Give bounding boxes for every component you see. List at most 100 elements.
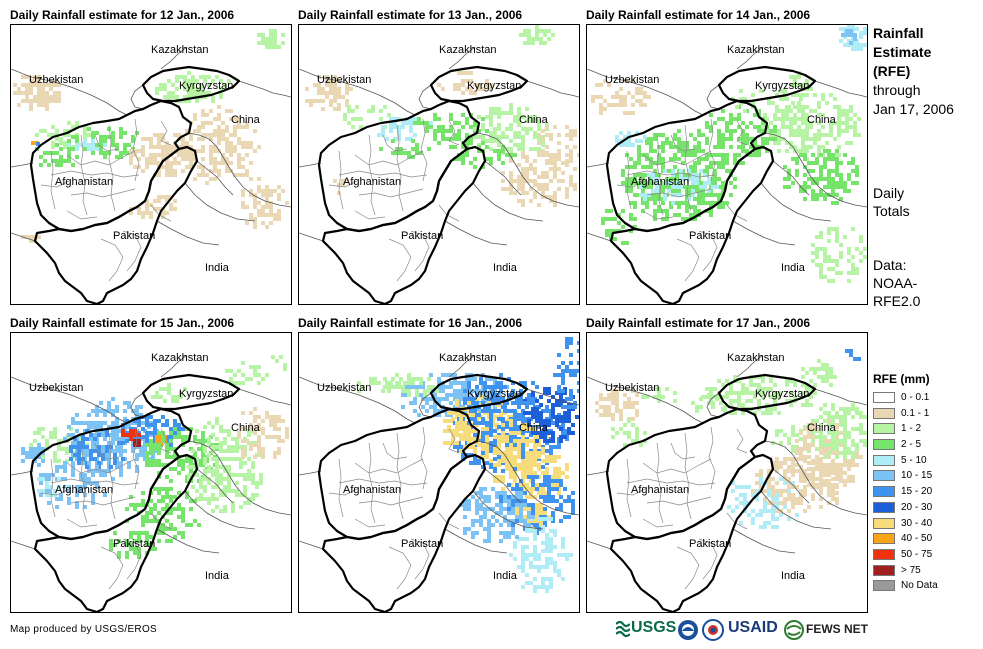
panel-title: Daily Rainfall estimate for 15 Jan., 200…: [10, 316, 235, 330]
legend-item: 0 - 0.1: [873, 390, 973, 406]
map-label-uzbekistan: Uzbekistan: [605, 382, 659, 394]
rainfall-map-svg: Kazakhstan Uzbekistan Kyrgyzstan China Afgha…: [11, 29, 291, 304]
nws-seal-icon: [702, 619, 724, 641]
legend-label: 20 - 30: [901, 501, 933, 513]
rainfall-field: [595, 349, 867, 529]
globe-icon: [784, 620, 804, 640]
legend-label: 2 - 5: [901, 439, 922, 451]
map-label-kazakhstan: Kazakhstan: [151, 44, 208, 56]
map-label-afghanistan: Afghanistan: [55, 484, 113, 496]
map-label-kyrgyzstan: Kyrgyzstan: [179, 80, 233, 92]
map-label-india: India: [493, 570, 518, 582]
focus-country-outlines: [605, 65, 817, 304]
usaid-logo: USAID: [728, 617, 790, 643]
map-label-uzbekistan: Uzbekistan: [29, 74, 83, 86]
map-label-pakistan: Pakistan: [113, 538, 155, 550]
legend: RFE (mm) 0 - 0.1 0.1 - 1 1 - 2 2 - 5 5 - 10 1…: [873, 372, 973, 594]
legend-item: 5 - 10: [873, 453, 973, 469]
data-line: RFE2.0: [873, 293, 921, 309]
map-label-kazakhstan: Kazakhstan: [151, 352, 208, 364]
map-label-afghanistan: Afghanistan: [343, 176, 401, 188]
data-line: NOAA-: [873, 275, 918, 291]
rainfall-map: Kazakhstan Uzbekistan Kyrgyzstan China Afgha…: [298, 24, 580, 305]
focus-country-outlines: [317, 65, 529, 304]
focus-country-outlines: [605, 373, 817, 612]
map-label-afghanistan: Afghanistan: [55, 176, 113, 188]
legend-label: 0 - 0.1: [901, 392, 930, 403]
map-label-china: China: [519, 422, 549, 434]
map-label-china: China: [807, 114, 837, 126]
legend-item: 10 - 15: [873, 468, 973, 484]
rainfall-map-svg: Kazakhstan Uzbekistan Kyrgyzstan China Afgha…: [587, 25, 867, 304]
usgs-wave-icon: [616, 620, 630, 638]
legend-swatch: [873, 392, 895, 403]
legend-swatch: [873, 548, 895, 560]
totals-line: Totals: [873, 203, 910, 219]
legend-swatch: [873, 564, 895, 576]
map-label-kyrgyzstan: Kyrgyzstan: [755, 80, 809, 92]
map-label-pakistan: Pakistan: [689, 538, 731, 550]
nws-logo: [702, 617, 724, 643]
map-label-kazakhstan: Kazakhstan: [727, 352, 784, 364]
title-line: (RFE): [873, 63, 911, 79]
rainfall-map: Kazakhstan Uzbekistan Kyrgyzstan China Afgha…: [586, 24, 868, 305]
map-label-afghanistan: Afghanistan: [343, 484, 401, 496]
legend-label: 1 - 2: [901, 423, 922, 435]
legend-swatch: [873, 407, 895, 419]
legend-label: No Data: [901, 580, 938, 592]
legend-swatch: [873, 454, 895, 466]
legend-label: 40 - 50: [901, 533, 933, 545]
country-boundaries: [299, 354, 579, 554]
map-label-pakistan: Pakistan: [113, 230, 155, 242]
rainfall-field: [305, 25, 579, 207]
province-boundaries: [40, 426, 172, 590]
panel-title: Daily Rainfall estimate for 12 Jan., 200…: [10, 8, 235, 22]
legend-title: RFE (mm): [873, 372, 930, 386]
data-source-note: Data: NOAA- RFE2.0: [873, 256, 920, 310]
focus-country-outlines: [29, 65, 241, 304]
legend-item: 0.1 - 1: [873, 406, 973, 422]
map-label-kazakhstan: Kazakhstan: [727, 44, 784, 56]
map-label-china: China: [231, 114, 261, 126]
totals-note: Daily Totals: [873, 184, 910, 220]
map-label-uzbekistan: Uzbekistan: [605, 74, 659, 86]
map-label-kyrgyzstan: Kyrgyzstan: [755, 388, 809, 400]
legend-item: No Data: [873, 578, 973, 594]
map-label-kazakhstan: Kazakhstan: [439, 44, 496, 56]
legend-item: 20 - 30: [873, 500, 973, 516]
legend-swatch: [873, 423, 895, 435]
map-label-pakistan: Pakistan: [401, 538, 443, 550]
rainfall-map: Kazakhstan Uzbekistan Kyrgyzstan China Afgha…: [10, 24, 292, 305]
panel-title: Daily Rainfall estimate for 16 Jan., 200…: [298, 316, 523, 330]
map-credit: Map produced by USGS/EROS: [10, 624, 158, 635]
panel-title: Daily Rainfall estimate for 13 Jan., 200…: [298, 8, 523, 22]
map-label-china: China: [807, 422, 837, 434]
fews-net-logo: FEWS NET: [784, 617, 874, 643]
map-label-india: India: [493, 262, 518, 274]
legend-swatch: [873, 580, 895, 592]
map-label-pakistan: Pakistan: [689, 230, 731, 242]
noaa-seal-icon: [678, 620, 698, 640]
legend-item: 30 - 40: [873, 516, 973, 532]
legend-label: > 75: [901, 564, 921, 576]
rainfall-map: Kazakhstan Uzbekistan Kyrgyzstan China Afgha…: [298, 332, 580, 613]
map-label-india: India: [205, 262, 230, 274]
rainfall-map-svg: Kazakhstan Uzbekistan Kyrgyzstan China Afgha…: [299, 337, 579, 612]
focus-country-outlines: [317, 373, 529, 612]
legend-item: 15 - 20: [873, 484, 973, 500]
map-label-kazakhstan: Kazakhstan: [439, 352, 496, 364]
province-boundaries: [40, 118, 172, 282]
legend-item: 2 - 5: [873, 437, 973, 453]
legend-label: 30 - 40: [901, 517, 933, 529]
legend-swatch: [873, 501, 895, 513]
map-label-india: India: [781, 570, 806, 582]
noaa-logo: [677, 617, 699, 643]
legend-swatch: [873, 470, 895, 482]
map-label-india: India: [781, 262, 806, 274]
usgs-logo-text: USGS: [631, 619, 677, 636]
map-label-uzbekistan: Uzbekistan: [317, 382, 371, 394]
rainfall-field: [21, 355, 289, 559]
map-label-kyrgyzstan: Kyrgyzstan: [467, 80, 521, 92]
rainfall-map-svg: Kazakhstan Uzbekistan Kyrgyzstan China Afgha…: [587, 349, 867, 612]
legend-label: 0.1 - 1: [901, 407, 930, 419]
